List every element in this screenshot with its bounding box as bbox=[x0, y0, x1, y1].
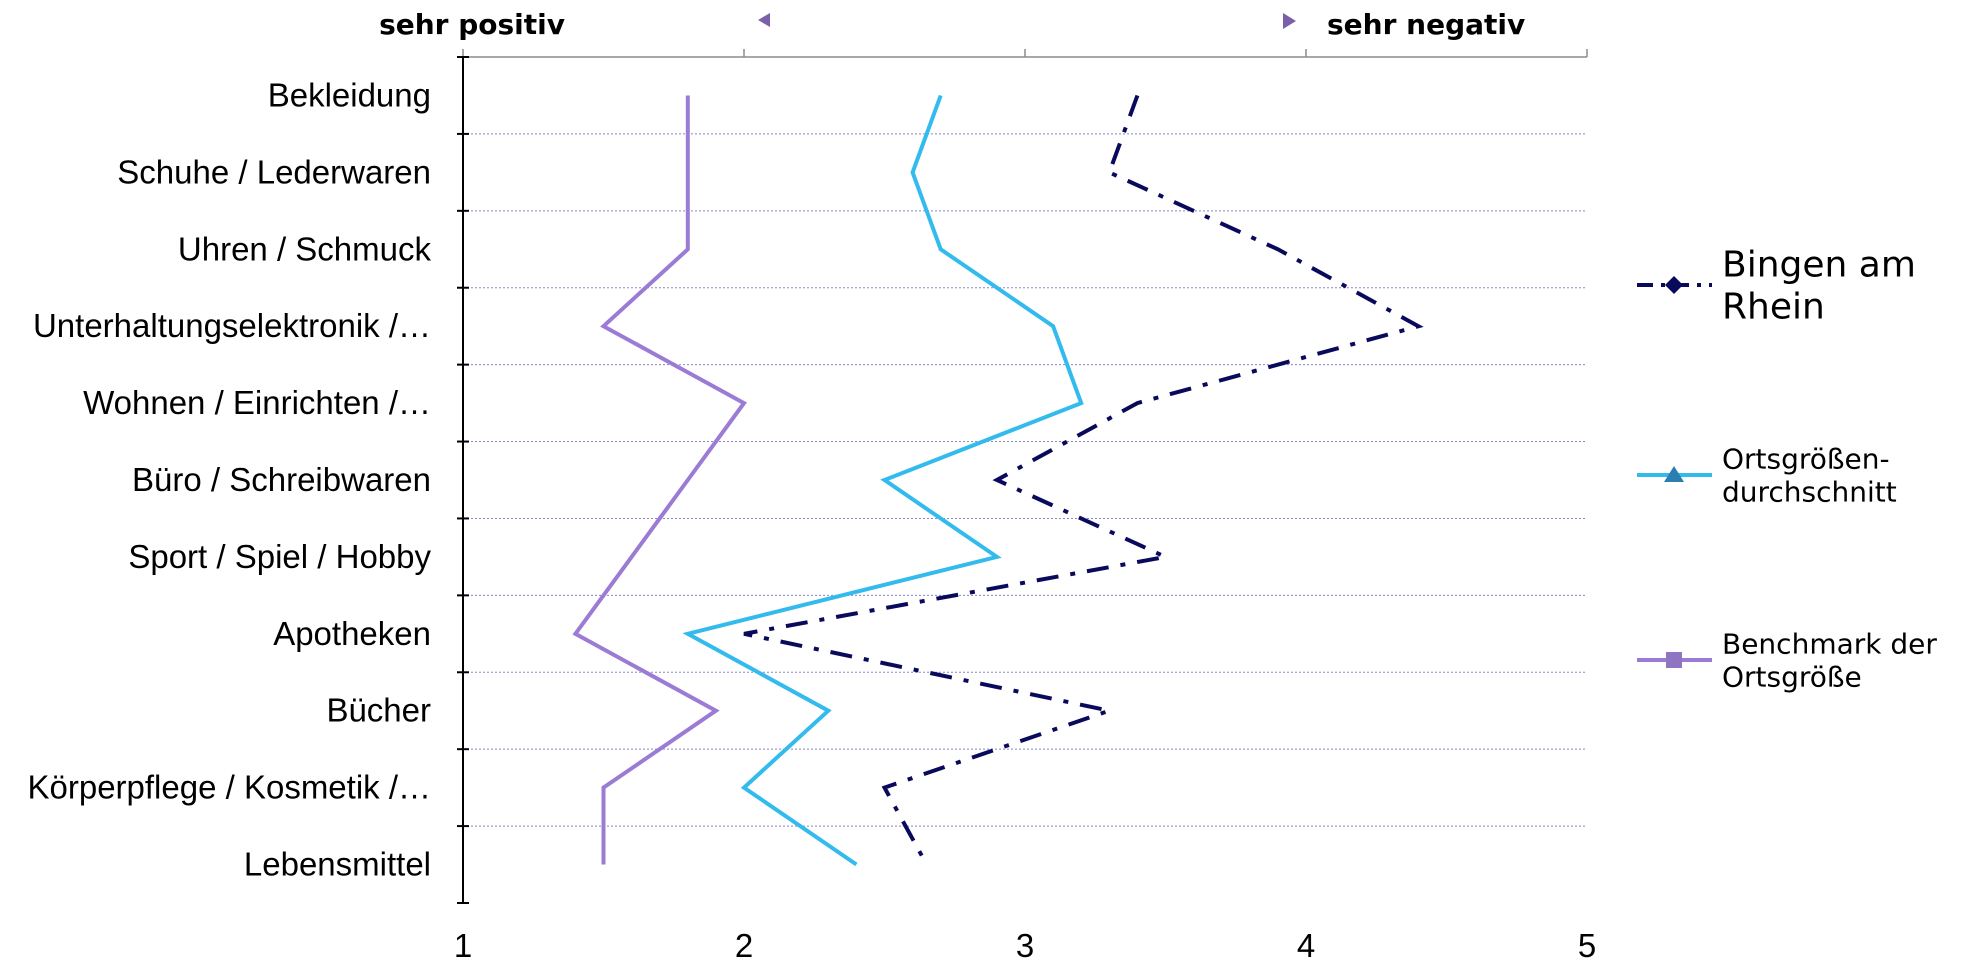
scale-header: sehr positiv sehr negativ bbox=[379, 8, 1525, 41]
series-line bbox=[572, 95, 747, 865]
scale-label-right: sehr negativ bbox=[1327, 8, 1525, 41]
category-label: Sport / Spiel / Hobby bbox=[128, 538, 431, 575]
arrow-right-icon bbox=[1283, 13, 1296, 29]
grid-lines bbox=[463, 133, 1587, 827]
x-tick-labels: 1 2 3 4 5 bbox=[454, 927, 1596, 959]
x-tick-label: 5 bbox=[1578, 927, 1596, 959]
category-label: Wohnen / Einrichten /… bbox=[83, 384, 431, 421]
category-label: Bekleidung bbox=[268, 76, 431, 113]
legend-label: Bingen am bbox=[1722, 245, 1916, 286]
scale-label-left: sehr positiv bbox=[379, 8, 565, 41]
legend-label: durchschnitt bbox=[1722, 475, 1897, 508]
series-lines bbox=[572, 94, 1424, 867]
x-tick-label: 3 bbox=[1016, 927, 1034, 959]
axes bbox=[457, 49, 1588, 904]
x-tick-label: 4 bbox=[1297, 927, 1315, 959]
category-label: Körperpflege / Kosmetik /… bbox=[27, 769, 431, 806]
legend-label: Ortsgröße bbox=[1722, 660, 1862, 693]
category-label: Apotheken bbox=[273, 615, 431, 652]
series-line bbox=[682, 94, 1084, 867]
legend-marker-square-icon bbox=[1666, 652, 1682, 668]
x-tick-label: 1 bbox=[454, 927, 472, 959]
category-label: Schuhe / Lederwaren bbox=[117, 153, 431, 190]
category-label: Unterhaltungselektronik /… bbox=[33, 307, 431, 344]
arrow-left-icon bbox=[758, 13, 770, 27]
legend-label: Benchmark der bbox=[1722, 627, 1937, 660]
category-label: Uhren / Schmuck bbox=[178, 230, 432, 267]
legend-marker-diamond-icon bbox=[1665, 276, 1683, 294]
category-label: Büro / Schreibwaren bbox=[132, 461, 431, 498]
legend-marker-triangle-icon bbox=[1664, 466, 1684, 482]
category-label: Lebensmittel bbox=[244, 846, 431, 883]
legend-label: Ortsgrößen- bbox=[1722, 442, 1890, 475]
category-label: Bücher bbox=[326, 692, 431, 729]
series-line bbox=[743, 94, 1424, 866]
category-labels: Bekleidung Schuhe / Lederwaren Uhren / Sch… bbox=[27, 76, 431, 882]
x-tick-label: 2 bbox=[735, 927, 753, 959]
legend-label: Rhein bbox=[1722, 287, 1825, 328]
